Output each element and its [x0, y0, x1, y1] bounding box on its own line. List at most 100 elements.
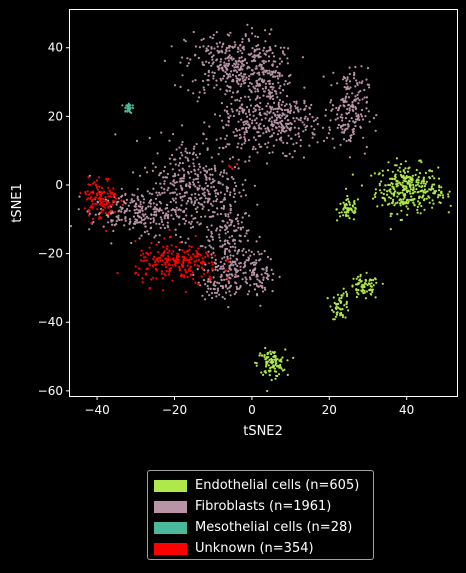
data-point — [370, 282, 373, 285]
data-point — [270, 378, 273, 382]
data-point — [372, 117, 376, 120]
data-point — [177, 208, 180, 211]
data-point — [217, 65, 220, 68]
data-point — [163, 165, 166, 169]
data-point — [128, 110, 132, 114]
data-point — [231, 45, 234, 49]
data-point — [249, 278, 252, 281]
data-point — [253, 119, 257, 122]
data-point — [253, 288, 257, 291]
data-point — [207, 192, 210, 195]
data-point — [133, 209, 136, 212]
data-point — [209, 36, 212, 39]
data-point — [153, 260, 157, 263]
data-point — [85, 198, 89, 201]
data-point — [219, 260, 222, 264]
data-point — [224, 70, 227, 74]
data-point — [214, 192, 217, 195]
data-point — [350, 208, 353, 212]
data-point — [346, 85, 349, 88]
data-point — [264, 87, 267, 90]
data-point — [201, 267, 204, 270]
data-point — [196, 264, 199, 267]
data-point — [241, 143, 244, 146]
data-point — [358, 279, 361, 282]
data-point — [212, 215, 215, 218]
data-point — [229, 191, 232, 194]
data-point — [188, 221, 191, 224]
data-point — [198, 163, 201, 166]
data-point — [356, 93, 359, 97]
data-point — [233, 134, 236, 137]
data-point — [107, 195, 110, 198]
data-point — [380, 191, 383, 194]
data-point — [266, 356, 269, 359]
data-point — [208, 125, 211, 128]
data-point — [259, 284, 262, 287]
data-point — [263, 79, 266, 82]
data-point — [342, 99, 345, 102]
data-point — [155, 214, 158, 217]
data-point — [219, 60, 222, 63]
data-point — [365, 107, 368, 110]
data-point — [190, 193, 193, 196]
data-point — [264, 288, 267, 291]
data-point — [245, 129, 248, 132]
data-point — [148, 192, 151, 195]
data-point — [240, 56, 243, 59]
data-point — [351, 101, 354, 104]
data-point — [286, 62, 289, 65]
data-point — [251, 69, 254, 72]
data-point — [389, 190, 392, 193]
data-point — [416, 191, 419, 194]
data-point — [283, 104, 287, 107]
data-point — [238, 99, 241, 102]
data-point — [304, 115, 307, 118]
data-point — [223, 256, 226, 259]
data-point — [253, 184, 256, 187]
data-point — [431, 175, 434, 178]
data-point — [331, 137, 334, 140]
data-point — [271, 128, 274, 131]
data-point — [213, 179, 216, 182]
data-point — [394, 173, 397, 176]
data-point — [170, 252, 173, 255]
data-point — [384, 199, 387, 202]
data-point — [256, 203, 259, 206]
data-point — [226, 277, 229, 280]
data-point — [193, 260, 196, 263]
data-point — [348, 109, 351, 112]
data-point — [175, 181, 178, 184]
data-point — [345, 290, 348, 293]
data-point — [411, 174, 414, 177]
data-point — [363, 152, 366, 155]
data-point — [114, 133, 117, 136]
data-point — [356, 283, 359, 286]
data-point — [222, 286, 225, 289]
data-point — [354, 206, 357, 209]
data-point — [248, 81, 252, 84]
data-point — [228, 54, 231, 57]
data-point — [334, 315, 337, 318]
data-point — [234, 99, 237, 102]
data-point — [205, 235, 208, 238]
data-point — [273, 119, 276, 122]
data-point — [224, 213, 227, 216]
data-point — [288, 81, 291, 84]
data-point — [239, 265, 242, 268]
data-point — [182, 274, 185, 277]
data-point — [289, 110, 292, 113]
data-point — [396, 169, 400, 172]
data-point — [183, 38, 186, 41]
data-point — [264, 127, 267, 130]
data-point — [265, 50, 268, 53]
data-point — [185, 271, 188, 274]
data-point — [185, 202, 188, 205]
data-point — [170, 244, 173, 247]
data-point — [212, 185, 215, 188]
data-point — [346, 294, 349, 298]
data-point — [352, 218, 355, 221]
data-point — [237, 222, 240, 225]
data-point — [219, 225, 222, 228]
data-point — [257, 105, 260, 108]
